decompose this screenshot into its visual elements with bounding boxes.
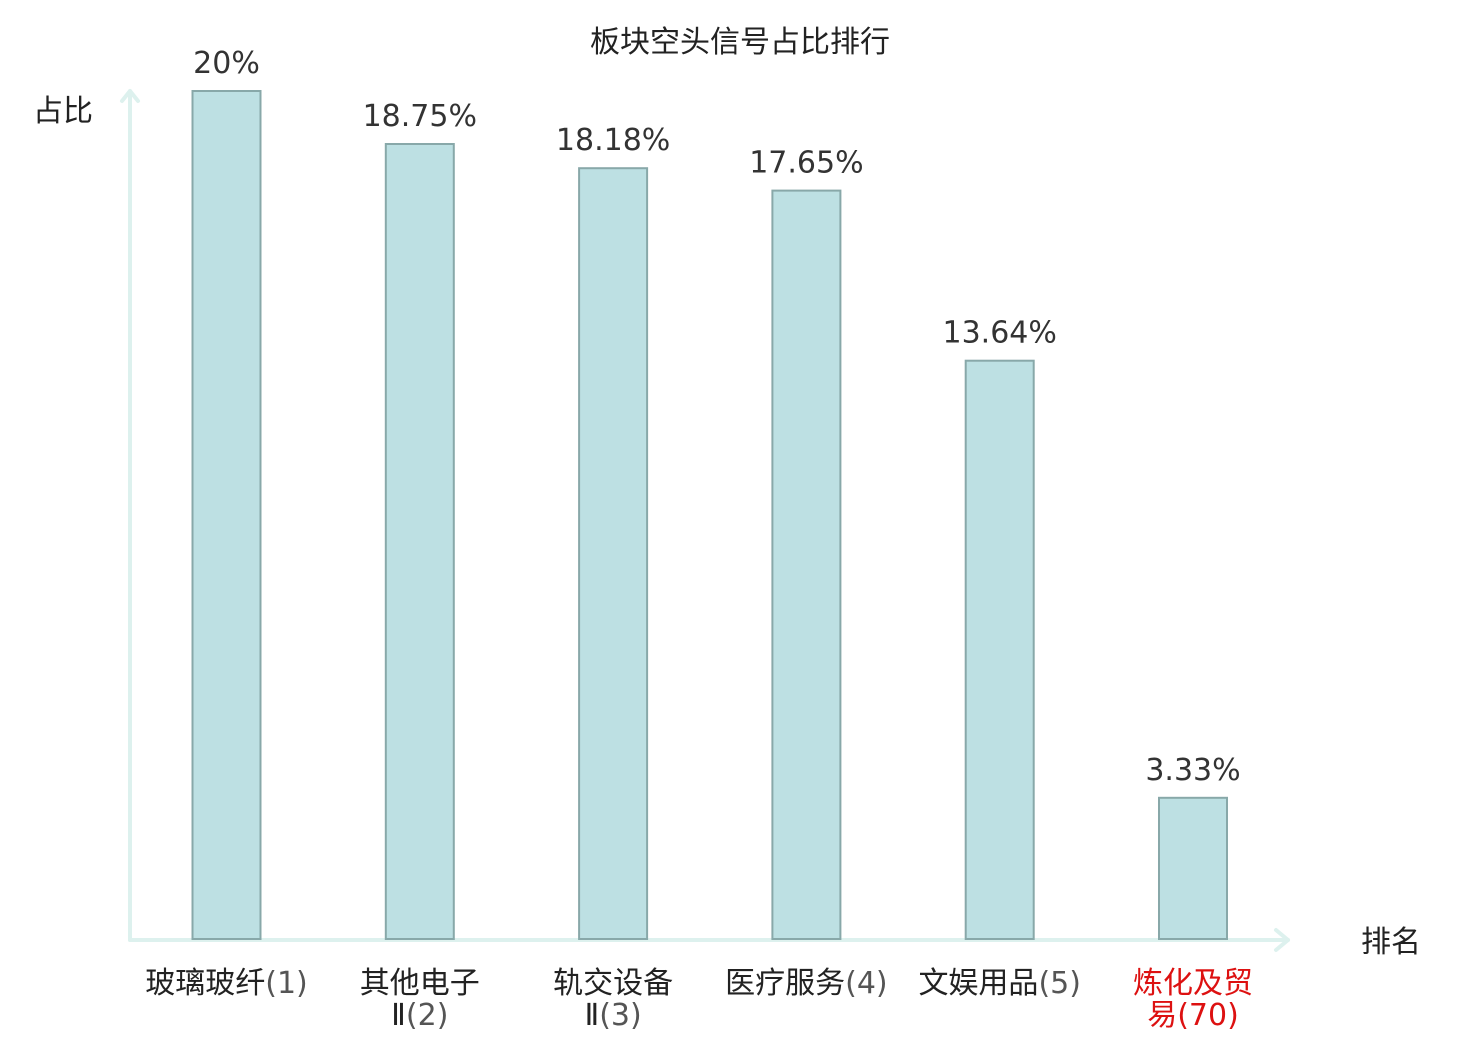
- y-axis-label: 占比: [33, 94, 93, 129]
- category-label: 玻璃玻纤(1): [145, 966, 308, 1001]
- axes: [120, 89, 1290, 952]
- category-label: 其他电子 Ⅱ(2): [360, 966, 480, 1033]
- chart-title: 板块空头信号占比排行: [590, 25, 890, 60]
- category-label: 炼化及贸易(70): [1133, 966, 1253, 1033]
- category-name-line: Ⅱ(3): [584, 998, 641, 1033]
- category-rank: (3): [599, 998, 642, 1033]
- data-label: 18.18%: [556, 123, 670, 158]
- data-label: 3.33%: [1145, 753, 1240, 788]
- x-axis-arrow: [1274, 928, 1290, 952]
- category-name-line: Ⅱ(2): [391, 998, 448, 1033]
- category-name-line: 医疗服务(4): [725, 966, 888, 1001]
- bar: [1158, 796, 1228, 940]
- data-label: 20%: [193, 46, 260, 81]
- category-rank: (2): [406, 998, 449, 1033]
- category-name-line: 易(70): [1147, 998, 1239, 1033]
- category-rank: (70): [1177, 998, 1239, 1033]
- category-labels-group: 玻璃玻纤(1) 其他电子 Ⅱ(2) 轨交设备 Ⅱ(3) 医疗服务(4) 文娱用品(5) 炼化及…: [145, 966, 1253, 1033]
- bar: [384, 143, 455, 940]
- category-label: 文娱用品(5): [918, 966, 1080, 1001]
- bar: [191, 90, 262, 940]
- category-name-line: 其他电子: [360, 966, 480, 1001]
- category-name-line: 轨交设备: [553, 966, 673, 1001]
- bar: [964, 359, 1035, 940]
- data-label: 13.64%: [943, 316, 1057, 351]
- bar: [771, 189, 842, 941]
- category-label: 医疗服务(4): [725, 966, 888, 1001]
- bars-group: [191, 90, 1228, 941]
- bar: [578, 167, 649, 940]
- category-rank: (5): [1038, 966, 1081, 1001]
- category-rank: (4): [845, 966, 888, 1001]
- category-name-line: 炼化及贸: [1133, 966, 1253, 1001]
- x-axis-label: 排名: [1361, 925, 1421, 960]
- data-label: 17.65%: [749, 146, 863, 181]
- category-label: 轨交设备 Ⅱ(3): [553, 966, 673, 1033]
- value-labels-group: 20% 18.75% 18.18% 17.65% 13.64% 3.33%: [193, 46, 1241, 788]
- category-rank: (1): [265, 966, 308, 1001]
- data-label: 18.75%: [363, 99, 477, 134]
- category-name-line: 玻璃玻纤(1): [145, 966, 308, 1001]
- category-name-line: 文娱用品(5): [918, 966, 1080, 1001]
